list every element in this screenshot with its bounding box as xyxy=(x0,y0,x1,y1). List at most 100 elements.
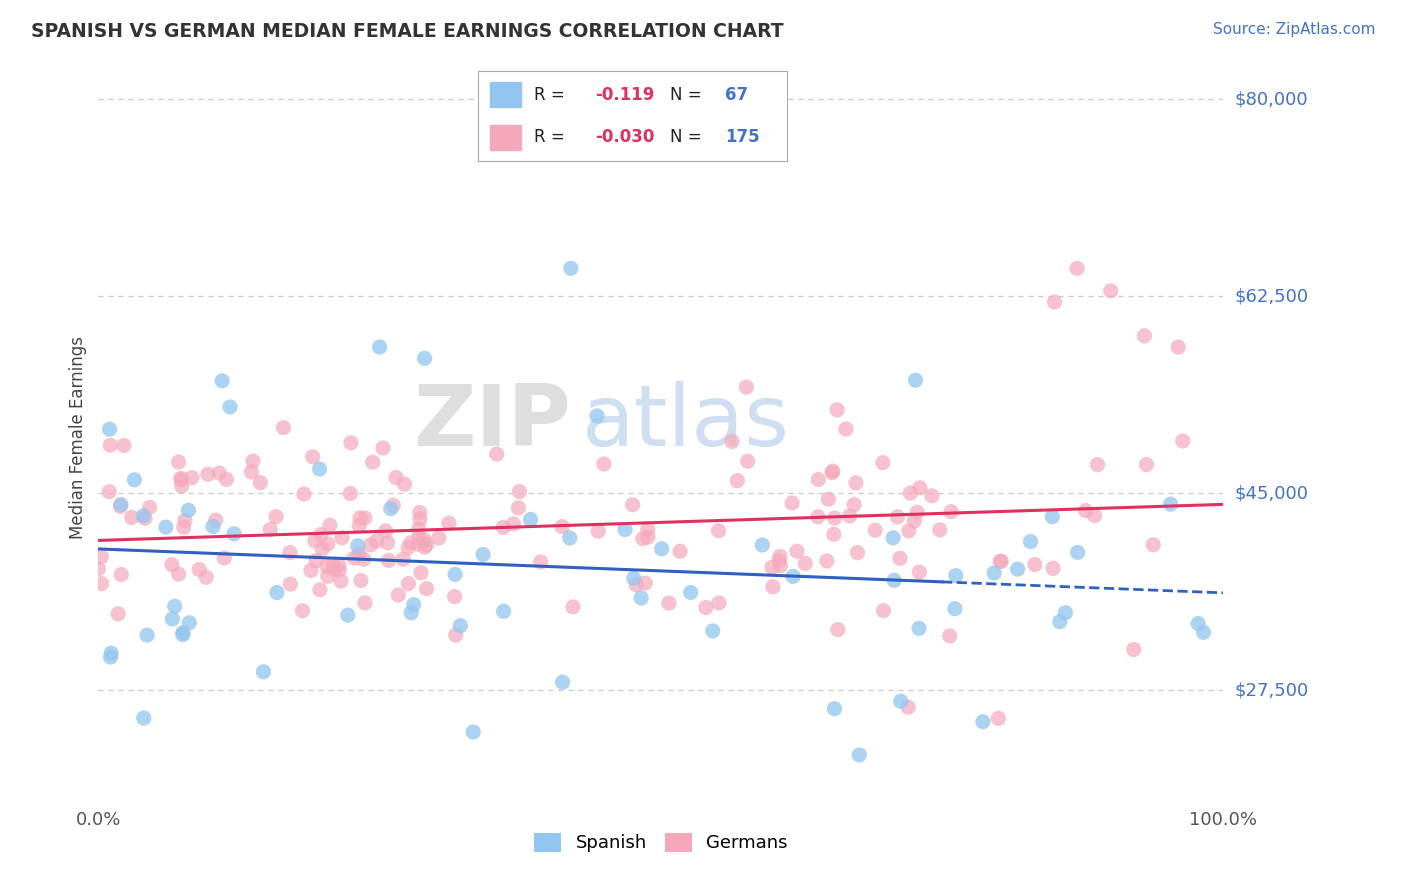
Point xyxy=(409,566,432,580)
Point xyxy=(508,484,530,499)
Point xyxy=(132,508,155,523)
Point xyxy=(360,538,382,552)
Point xyxy=(825,402,848,417)
Point xyxy=(353,552,375,566)
Point xyxy=(100,646,122,660)
Point xyxy=(98,422,121,436)
Text: SPANISH VS GERMAN MEDIAN FEMALE EARNINGS CORRELATION CHART: SPANISH VS GERMAN MEDIAN FEMALE EARNINGS… xyxy=(31,22,783,41)
Point xyxy=(299,564,322,578)
Point xyxy=(382,498,405,512)
Bar xyxy=(491,82,522,107)
Point xyxy=(669,544,692,558)
Point xyxy=(551,519,574,533)
Point xyxy=(408,522,430,536)
Point xyxy=(990,554,1012,568)
Point xyxy=(631,532,654,546)
Point xyxy=(807,509,830,524)
Point xyxy=(530,555,553,569)
Point xyxy=(886,510,908,524)
Point xyxy=(173,520,195,534)
Point xyxy=(340,435,363,450)
Point xyxy=(882,531,904,545)
Point xyxy=(1043,295,1066,310)
Point xyxy=(212,551,235,566)
Point xyxy=(637,522,659,536)
Point xyxy=(167,455,190,469)
Point xyxy=(443,590,465,604)
Point xyxy=(177,503,200,517)
Point xyxy=(558,531,581,545)
Point xyxy=(328,558,350,573)
Point xyxy=(846,546,869,560)
Text: -0.119: -0.119 xyxy=(596,86,655,103)
Point xyxy=(180,470,202,484)
Point xyxy=(721,434,744,449)
Point xyxy=(897,524,920,538)
Point xyxy=(1066,261,1088,276)
Point xyxy=(259,523,281,537)
Point xyxy=(170,473,193,487)
Point xyxy=(883,574,905,588)
Point xyxy=(304,533,326,548)
Point xyxy=(124,473,146,487)
Point xyxy=(319,518,342,533)
Point xyxy=(987,711,1010,725)
Point xyxy=(188,562,211,576)
Point xyxy=(707,596,730,610)
Point xyxy=(98,484,121,499)
Point xyxy=(90,576,112,591)
Point xyxy=(1007,562,1029,576)
Point xyxy=(908,481,931,495)
Point xyxy=(396,576,419,591)
Point xyxy=(624,578,647,592)
Point xyxy=(322,558,344,572)
Point xyxy=(898,486,921,500)
Point xyxy=(408,530,430,544)
Point xyxy=(134,511,156,525)
Text: -0.030: -0.030 xyxy=(596,128,655,146)
Point xyxy=(769,558,792,573)
Point xyxy=(751,538,773,552)
Point xyxy=(794,557,817,571)
Point xyxy=(349,511,371,525)
Point xyxy=(449,618,471,632)
Point xyxy=(211,374,233,388)
Point xyxy=(780,496,803,510)
Point xyxy=(508,500,530,515)
Point xyxy=(939,505,962,519)
Point xyxy=(1160,497,1182,511)
Point xyxy=(835,422,858,436)
Point xyxy=(408,537,430,551)
Point xyxy=(172,627,194,641)
Point xyxy=(679,585,702,599)
Point xyxy=(897,700,920,714)
Point xyxy=(725,474,748,488)
Point xyxy=(249,475,271,490)
Point xyxy=(316,537,339,551)
Point xyxy=(170,479,193,493)
Point xyxy=(761,560,783,574)
Point xyxy=(374,524,396,538)
Point xyxy=(1024,558,1046,572)
Point xyxy=(354,511,377,525)
Point xyxy=(634,576,657,591)
Point xyxy=(311,541,333,556)
Point xyxy=(242,454,264,468)
Point xyxy=(112,438,135,452)
Point xyxy=(1042,561,1064,575)
Point xyxy=(87,562,110,576)
Point xyxy=(392,552,415,566)
Text: atlas: atlas xyxy=(582,381,790,464)
Point xyxy=(361,455,384,469)
Point xyxy=(252,665,274,679)
Point xyxy=(658,596,681,610)
Point xyxy=(219,400,242,414)
Point xyxy=(309,582,332,597)
Legend: Spanish, Germans: Spanish, Germans xyxy=(527,826,794,860)
Point xyxy=(409,512,432,526)
Point xyxy=(437,516,460,531)
Point xyxy=(707,524,730,538)
Point xyxy=(737,454,759,468)
Y-axis label: Median Female Earnings: Median Female Earnings xyxy=(69,335,87,539)
Point xyxy=(415,582,437,596)
